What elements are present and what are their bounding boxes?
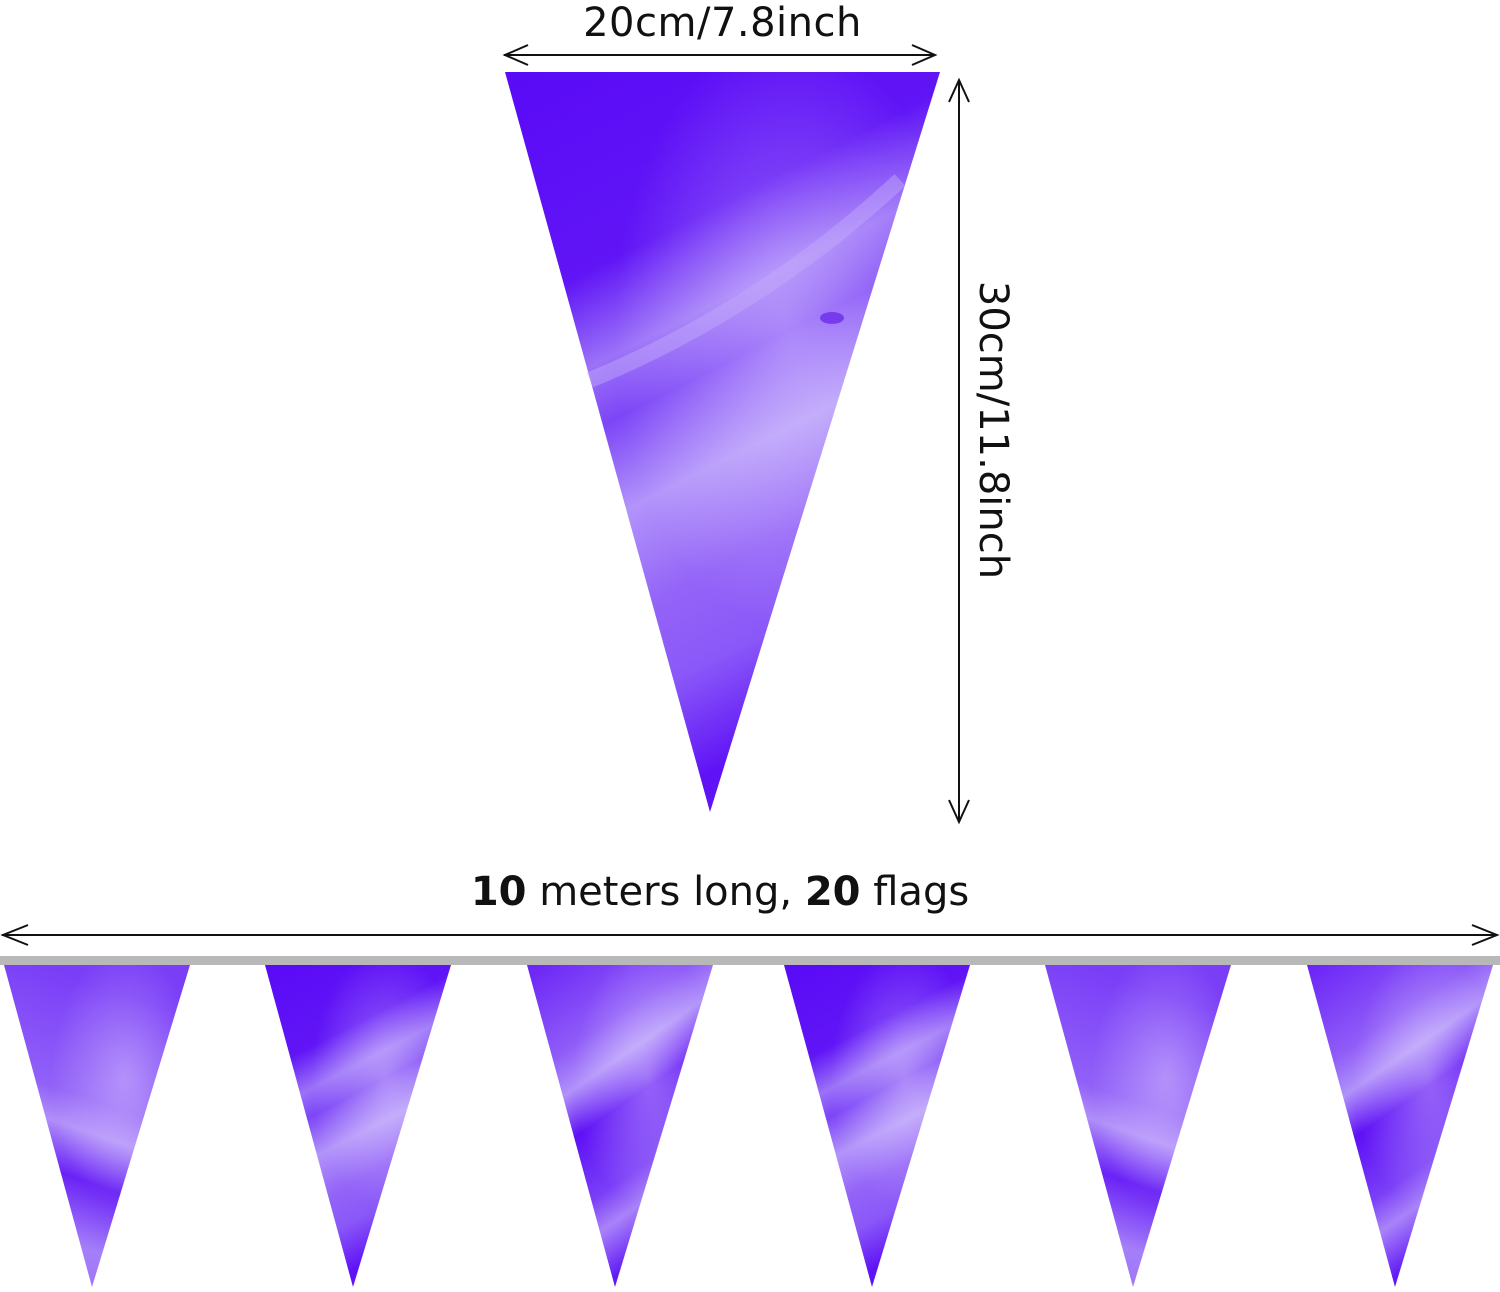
length-text: meters long, <box>539 869 793 915</box>
bunting-string <box>0 956 1500 965</box>
width-dimension-arrow <box>502 44 938 66</box>
large-flag-sample <box>505 72 940 812</box>
string-length-label: 10 meters long, 20 flags <box>0 868 1440 916</box>
flag-4 <box>784 965 970 1287</box>
flag-height-label-box: 30cm/11.8inch <box>968 255 1018 605</box>
height-dimension-arrow <box>948 77 970 825</box>
flag-6 <box>1307 965 1493 1287</box>
length-number: 10 <box>470 869 527 915</box>
flag-2 <box>265 965 451 1287</box>
flag-count-text: flags <box>873 869 970 915</box>
bunting-flags <box>4 965 1493 1287</box>
flag-height-label: 30cm/11.8inch <box>970 280 1016 580</box>
length-dimension-arrow <box>0 924 1500 946</box>
flag-count-number: 20 <box>804 869 861 915</box>
flag-1 <box>4 965 190 1287</box>
flag-5 <box>1045 965 1231 1287</box>
flag-3 <box>527 965 713 1287</box>
flag-width-label: 20cm/7.8inch <box>583 0 862 46</box>
